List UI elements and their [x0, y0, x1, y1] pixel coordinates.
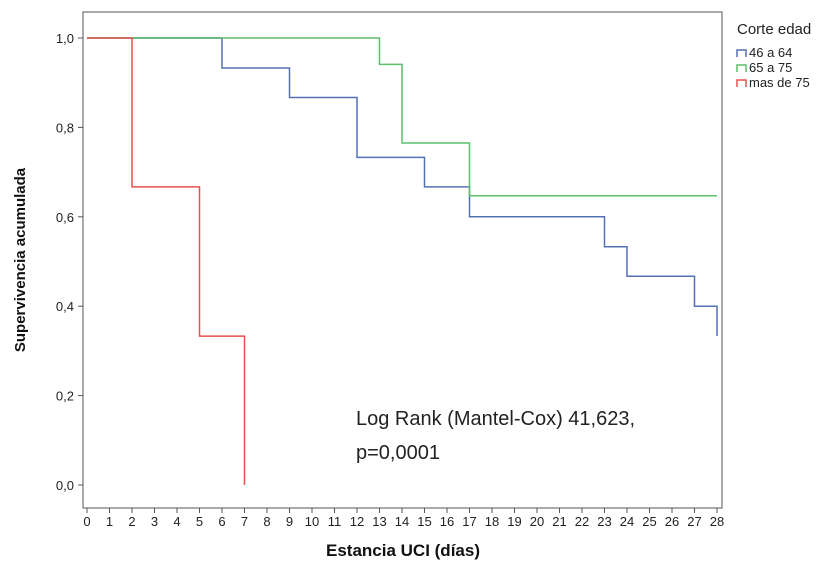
- legend-label-1: 46 a 64: [749, 45, 792, 60]
- x-tick-label: 14: [395, 514, 409, 529]
- y-tick-label: 0,0: [56, 478, 74, 493]
- x-tick-label: 23: [597, 514, 611, 529]
- x-tick-label: 11: [328, 514, 342, 529]
- x-tick-label: 0: [83, 514, 90, 529]
- series-line-3: [87, 37, 246, 485]
- legend-label-3: mas de 75: [749, 75, 810, 90]
- x-tick-label: 7: [241, 514, 248, 529]
- x-tick-label: 18: [485, 514, 499, 529]
- x-tick-label: 8: [263, 514, 270, 529]
- y-tick-label: 0,4: [56, 299, 74, 314]
- series-layer: [87, 37, 718, 485]
- x-tick-label: 3: [151, 514, 158, 529]
- x-tick-label: 13: [372, 514, 386, 529]
- x-tick-label: 22: [575, 514, 589, 529]
- x-tick-label: 16: [440, 514, 454, 529]
- x-tick-label: 20: [530, 514, 544, 529]
- x-tick-label: 12: [350, 514, 364, 529]
- x-axis: 0 1 2 3 4 5 6 7 8 9 10 11 12 13 14 15 16 17 18 19 20 21 22 23 24…: [83, 508, 724, 529]
- x-tick-label: 6: [218, 514, 225, 529]
- x-tick-label: 15: [417, 514, 431, 529]
- x-tick-label: 1: [106, 514, 113, 529]
- x-tick-label: 28: [710, 514, 724, 529]
- legend-title: Corte edad: [737, 21, 811, 38]
- x-tick-label: 17: [462, 514, 476, 529]
- y-tick-label: 1,0: [56, 31, 74, 46]
- legend-label-2: 65 a 75: [749, 60, 792, 75]
- x-tick-label: 19: [507, 514, 521, 529]
- legend-swatch-2: [736, 64, 747, 72]
- x-axis-title: Estancia UCI (días): [326, 541, 480, 560]
- x-tick-label: 4: [173, 514, 180, 529]
- x-tick-label: 9: [286, 514, 293, 529]
- x-tick-label: 26: [665, 514, 679, 529]
- x-tick-label: 24: [620, 514, 634, 529]
- series-line-2: [87, 37, 717, 197]
- x-tick-label: 10: [305, 514, 319, 529]
- y-tick-label: 0,6: [56, 210, 74, 225]
- x-tick-label: 21: [552, 514, 566, 529]
- y-axis: 0,0 0,2 0,4 0,6 0,8 1,0: [56, 31, 83, 493]
- x-tick-label: 27: [687, 514, 701, 529]
- legend-swatch-1: [736, 49, 747, 57]
- x-tick-label: 5: [196, 514, 203, 529]
- x-tick-label: 2: [128, 514, 135, 529]
- legend-swatch-3: [736, 79, 747, 87]
- y-tick-label: 0,2: [56, 389, 74, 404]
- y-tick-label: 0,8: [56, 120, 74, 135]
- x-tick-label: 25: [642, 514, 656, 529]
- annotation-line-1: Log Rank (Mantel-Cox) 41,623,: [356, 408, 635, 430]
- annotation-line-2: p=0,0001: [356, 442, 440, 464]
- y-axis-title: Supervivencia acumulada: [12, 167, 29, 352]
